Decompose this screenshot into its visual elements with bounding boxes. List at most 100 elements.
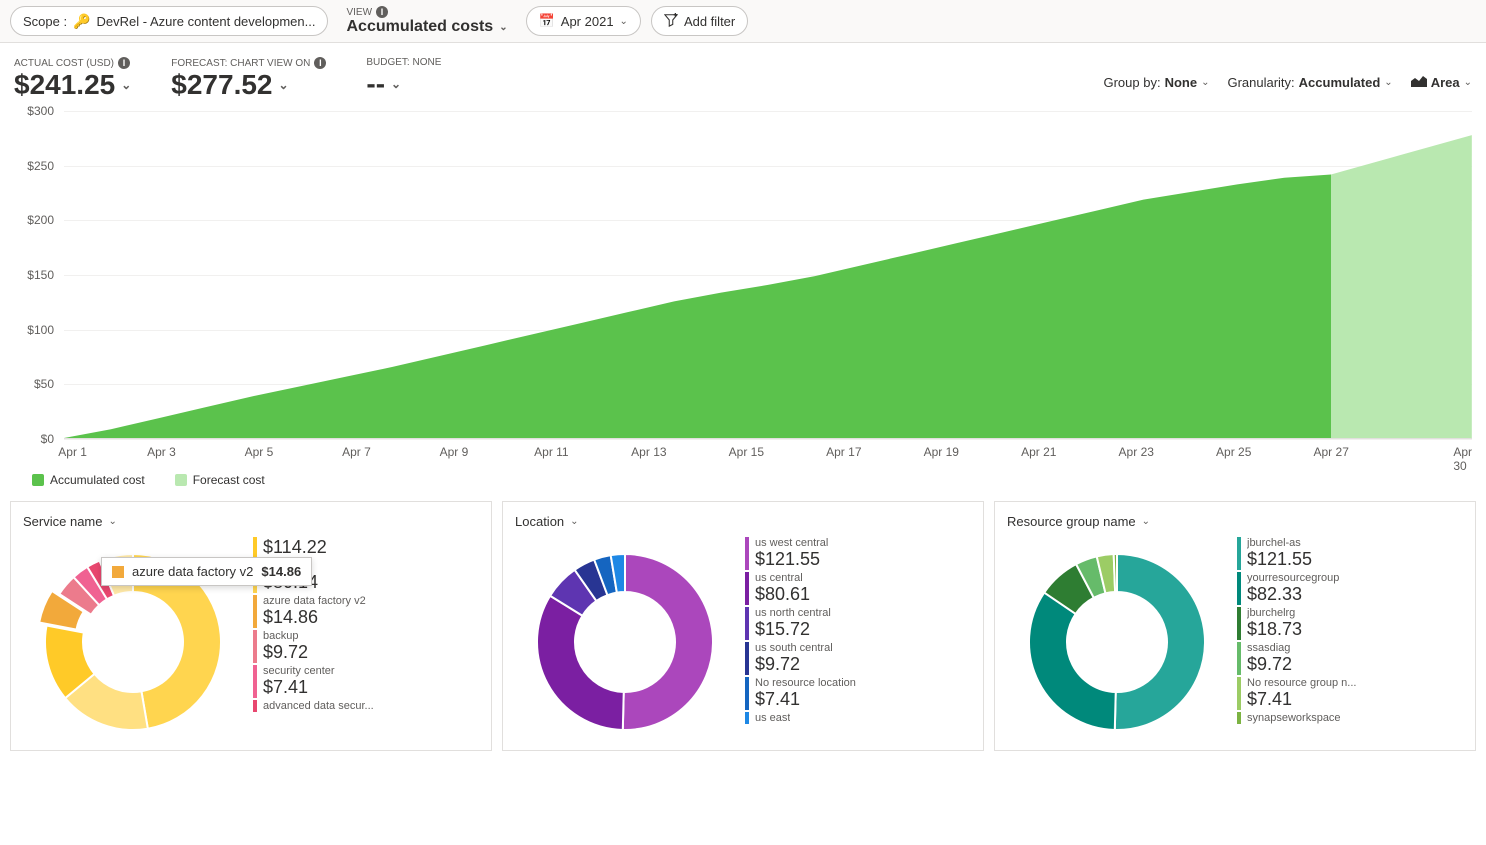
scope-label: Scope :	[23, 14, 67, 29]
color-bar	[253, 595, 257, 628]
legend-value: $121.55	[755, 549, 828, 570]
legend-name: advanced data secur...	[263, 700, 374, 712]
metric-budget[interactable]: BUDGET: NONE --⌄	[366, 57, 441, 100]
legend-row[interactable]: jburchelrg$18.73	[1237, 607, 1463, 640]
area-chart-icon	[1411, 75, 1427, 90]
info-icon: i	[314, 57, 326, 69]
card: Location⌄us west central$121.55us centra…	[502, 501, 984, 751]
chart-controls: Group by: None ⌄ Granularity: Accumulate…	[1103, 57, 1472, 90]
legend-row[interactable]: us south central$9.72	[745, 642, 971, 675]
color-bar	[253, 700, 257, 712]
y-axis: $0$50$100$150$200$250$300	[14, 111, 54, 439]
toolbar: Scope : 🔑 DevRel - Azure content develop…	[0, 0, 1486, 43]
donut-chart[interactable]	[1007, 537, 1227, 737]
swatch-icon	[175, 474, 187, 486]
legend-name: us north central	[755, 607, 831, 619]
legend-row[interactable]: synapseworkspace	[1237, 712, 1463, 724]
legend-value: $15.72	[755, 619, 831, 640]
legend-row[interactable]: jburchel-as$121.55	[1237, 537, 1463, 570]
color-bar	[1237, 712, 1241, 724]
legend-name: backup	[263, 630, 308, 642]
legend-row[interactable]: us central$80.61	[745, 572, 971, 605]
color-bar	[1237, 607, 1241, 640]
cards-row: Service name⌄$114.22functions$80.14azure…	[0, 501, 1486, 761]
legend-value: $9.72	[1247, 654, 1292, 675]
granularity-selector[interactable]: Granularity: Accumulated ⌄	[1227, 75, 1392, 90]
plot-area[interactable]	[64, 111, 1472, 439]
card-title[interactable]: Service name⌄	[23, 514, 479, 529]
legend-name: us central	[755, 572, 810, 584]
legend-row[interactable]: us west central$121.55	[745, 537, 971, 570]
card-title[interactable]: Resource group name⌄	[1007, 514, 1463, 529]
metrics-row: ACTUAL COST (USD) i $241.25⌄ FORECAST: C…	[0, 43, 1486, 101]
legend-value: $9.72	[263, 642, 308, 663]
legend-row[interactable]: yourresourcegroup$82.33	[1237, 572, 1463, 605]
chevron-down-icon: ⌄	[1201, 77, 1209, 88]
legend-row[interactable]: us east	[745, 712, 971, 724]
calendar-icon: 📅	[539, 13, 555, 29]
color-bar	[745, 572, 749, 605]
info-icon: i	[376, 6, 388, 18]
charttype-selector[interactable]: Area ⌄	[1411, 75, 1472, 90]
add-filter-button[interactable]: Add filter	[651, 6, 748, 36]
legend-name: azure data factory v2	[263, 595, 366, 607]
legend-name: us east	[755, 712, 790, 724]
chevron-down-icon: ⌄	[620, 16, 628, 27]
color-bar	[253, 665, 257, 698]
color-bar	[1237, 642, 1241, 675]
card-title[interactable]: Location⌄	[515, 514, 971, 529]
legend-value: $7.41	[755, 689, 856, 710]
chevron-down-icon: ⌄	[1142, 516, 1150, 527]
legend-row[interactable]: backup$9.72	[253, 630, 479, 663]
color-bar	[253, 537, 257, 558]
view-label: VIEW i	[346, 6, 507, 18]
legend-name: jburchelrg	[1247, 607, 1302, 619]
donut-chart[interactable]	[515, 537, 735, 737]
legend-name: No resource location	[755, 677, 856, 689]
metric-forecast[interactable]: FORECAST: CHART VIEW ON i $277.52⌄	[171, 57, 326, 101]
chevron-down-icon: ⌄	[121, 78, 131, 92]
legend-actual[interactable]: Accumulated cost	[32, 473, 145, 487]
scope-selector[interactable]: Scope : 🔑 DevRel - Azure content develop…	[10, 6, 328, 36]
legend-value: $14.86	[263, 607, 366, 628]
card: Resource group name⌄jburchel-as$121.55yo…	[994, 501, 1476, 751]
metric-actual[interactable]: ACTUAL COST (USD) i $241.25⌄	[14, 57, 131, 101]
color-bar	[1237, 677, 1241, 710]
info-icon: i	[118, 57, 130, 69]
legend-name: security center	[263, 665, 335, 677]
chevron-down-icon: ⌄	[570, 516, 578, 527]
date-selector[interactable]: 📅 Apr 2021 ⌄	[526, 6, 641, 36]
legend-value: $80.61	[755, 584, 810, 605]
legend-name: jburchel-as	[1247, 537, 1312, 549]
legend-forecast[interactable]: Forecast cost	[175, 473, 265, 487]
legend-row[interactable]: No resource location$7.41	[745, 677, 971, 710]
swatch-icon	[32, 474, 44, 486]
swatch-icon	[112, 566, 124, 578]
legend-name: yourresourcegroup	[1247, 572, 1339, 584]
view-selector[interactable]: VIEW i Accumulated costs⌄	[338, 6, 515, 36]
legend-name: synapseworkspace	[1247, 712, 1341, 724]
area-chart: $0$50$100$150$200$250$300 Apr 1Apr 3Apr …	[0, 101, 1486, 459]
chevron-down-icon: ⌄	[499, 22, 507, 33]
legend-value: $9.72	[755, 654, 833, 675]
card: Service name⌄$114.22functions$80.14azure…	[10, 501, 492, 751]
scope-value: DevRel - Azure content developmen...	[97, 14, 316, 29]
chevron-down-icon: ⌄	[108, 516, 116, 527]
legend-list: jburchel-as$121.55yourresourcegroup$82.3…	[1237, 537, 1463, 724]
legend-row[interactable]: No resource group n...$7.41	[1237, 677, 1463, 710]
color-bar	[745, 642, 749, 675]
add-filter-label: Add filter	[684, 14, 735, 29]
legend-row[interactable]: $114.22	[253, 537, 479, 558]
color-bar	[745, 537, 749, 570]
legend-row[interactable]: azure data factory v2$14.86	[253, 595, 479, 628]
legend-row[interactable]: security center$7.41	[253, 665, 479, 698]
color-bar	[253, 630, 257, 663]
legend-row[interactable]: ssasdiag$9.72	[1237, 642, 1463, 675]
legend-list: us west central$121.55us central$80.61us…	[745, 537, 971, 724]
legend-row[interactable]: advanced data secur...	[253, 700, 479, 712]
groupby-selector[interactable]: Group by: None ⌄	[1103, 75, 1209, 90]
legend-row[interactable]: us north central$15.72	[745, 607, 971, 640]
legend-value: $82.33	[1247, 584, 1339, 605]
legend-value: $7.41	[263, 677, 335, 698]
legend-value: $121.55	[1247, 549, 1312, 570]
